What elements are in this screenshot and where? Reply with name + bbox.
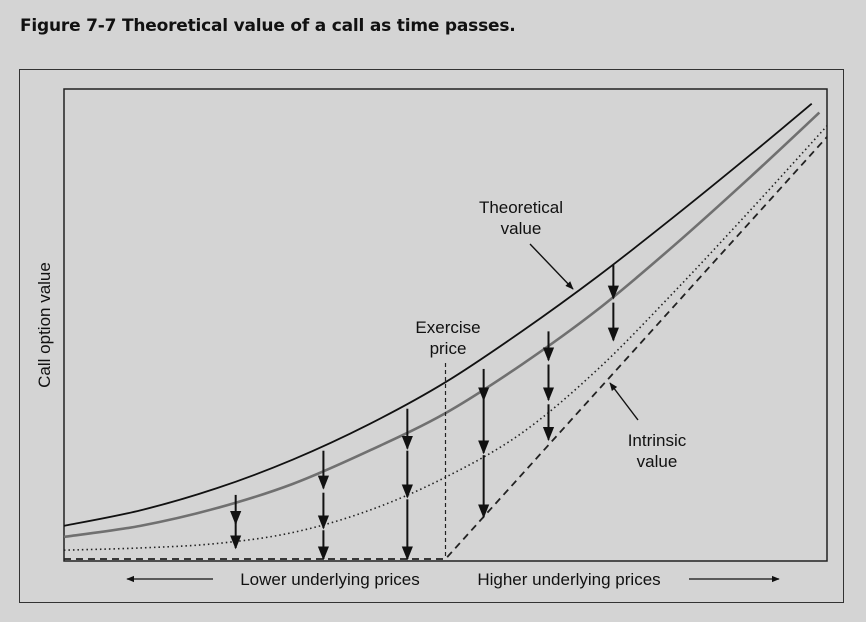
exercise-price-label-line-0: Exercise (415, 318, 480, 337)
x-axis-label-left: Lower underlying prices (240, 570, 420, 589)
theoretical-value-label-line-1: value (501, 219, 542, 238)
exercise-price-label-line-1: price (430, 339, 467, 358)
figure-title: Figure 7-7 Theoretical value of a call a… (20, 16, 516, 36)
exercise-price-label: Exercise price (415, 318, 480, 358)
intrinsic-value-line (64, 136, 828, 560)
theoretical-pointer-arrow (529, 243, 574, 290)
arrow-layer (230, 265, 619, 561)
intermediate-value-line (63, 111, 821, 539)
dotted-value-line (63, 125, 828, 551)
intrinsic-value-label: Intrinsic value (628, 431, 687, 471)
theoretical-value-label-line-0: Theoretical (479, 198, 563, 217)
theoretical-value-line (63, 103, 813, 527)
y-axis-label: Call option value (35, 262, 54, 388)
chart-frame (19, 69, 844, 603)
theoretical-value-label: Theoretical value (479, 198, 563, 238)
series-layer (63, 103, 828, 560)
intrinsic-value-label-line-0: Intrinsic (628, 431, 687, 450)
intrinsic-pointer-arrow (609, 382, 639, 421)
label-layer: Theoretical value Exercise price Intrinsic va… (35, 198, 780, 589)
x-axis-label-right: Higher underlying prices (477, 570, 660, 589)
intrinsic-value-label-line-1: value (637, 452, 678, 471)
